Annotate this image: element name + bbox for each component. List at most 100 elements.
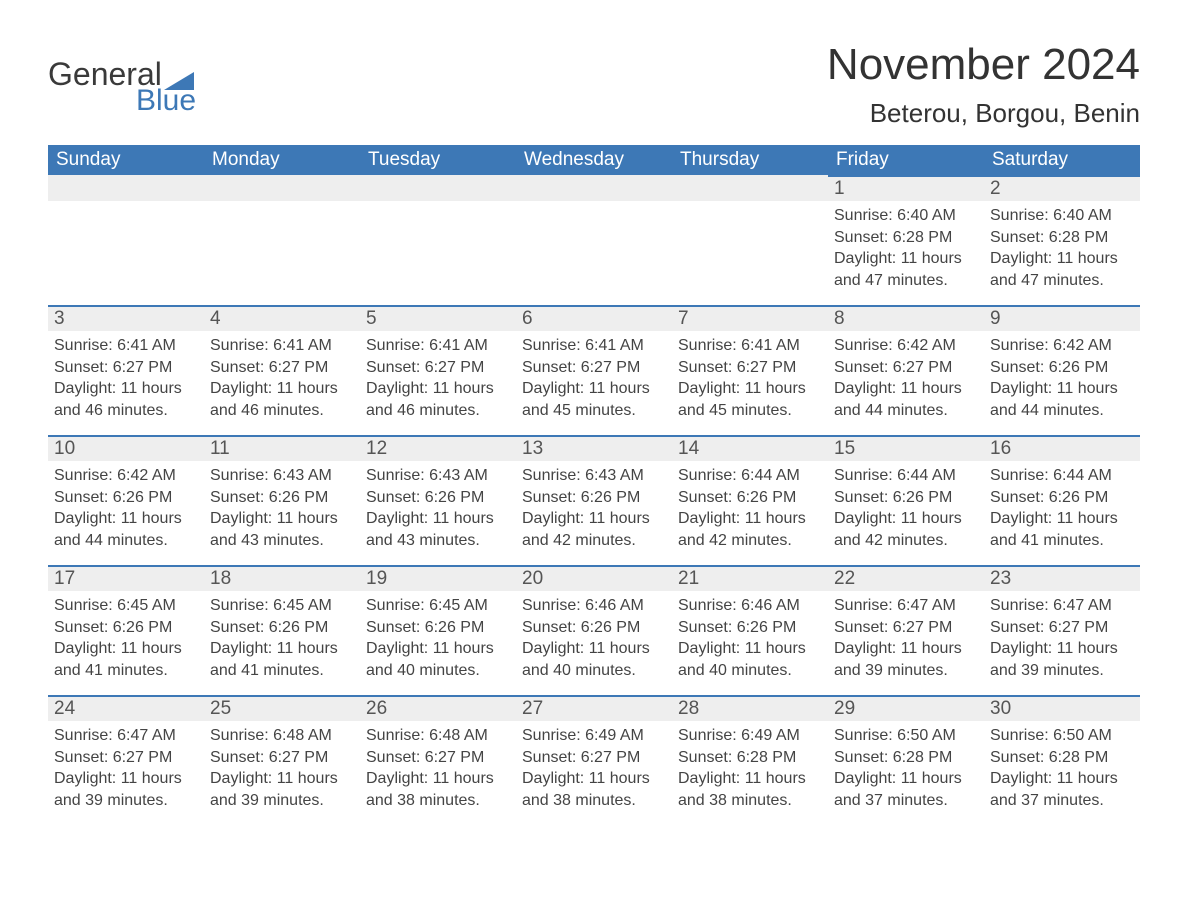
daylight-line: Daylight: 11 hours and 38 minutes. bbox=[678, 768, 822, 811]
daylight-line: Daylight: 11 hours and 39 minutes. bbox=[990, 638, 1134, 681]
weekday-header: Wednesday bbox=[516, 145, 672, 175]
sunrise-line: Sunrise: 6:41 AM bbox=[678, 335, 822, 357]
daylight-line: Daylight: 11 hours and 42 minutes. bbox=[678, 508, 822, 551]
sunrise-line: Sunrise: 6:40 AM bbox=[834, 205, 978, 227]
daylight-line: Daylight: 11 hours and 42 minutes. bbox=[834, 508, 978, 551]
day-number: 13 bbox=[516, 435, 672, 461]
calendar-row: 3Sunrise: 6:41 AMSunset: 6:27 PMDaylight… bbox=[48, 305, 1140, 435]
day-number: 18 bbox=[204, 565, 360, 591]
brand-logo: General Blue bbox=[48, 40, 196, 116]
day-number: 7 bbox=[672, 305, 828, 331]
daylight-line: Daylight: 11 hours and 47 minutes. bbox=[834, 248, 978, 291]
sunset-line: Sunset: 6:26 PM bbox=[990, 357, 1134, 379]
sunrise-line: Sunrise: 6:43 AM bbox=[366, 465, 510, 487]
day-cell: 30 Sunrise: 6:50 AMSunset: 6:28 PMDayligh… bbox=[984, 695, 1140, 825]
day-number: 30 bbox=[984, 695, 1140, 721]
daylight-line: Daylight: 11 hours and 38 minutes. bbox=[366, 768, 510, 811]
sunrise-line: Sunrise: 6:48 AM bbox=[366, 725, 510, 747]
day-number: 22 bbox=[828, 565, 984, 591]
sunrise-line: Sunrise: 6:40 AM bbox=[990, 205, 1134, 227]
weekday-header: Sunday bbox=[48, 145, 204, 175]
day-cell: 9Sunrise: 6:42 AMSunset: 6:26 PMDaylight… bbox=[984, 305, 1140, 435]
sunset-line: Sunset: 6:26 PM bbox=[366, 617, 510, 639]
day-cell: 29Sunrise: 6:50 AMSunset: 6:28 PMDayligh… bbox=[828, 695, 984, 825]
sunset-line: Sunset: 6:26 PM bbox=[54, 617, 198, 639]
day-number: 11 bbox=[204, 435, 360, 461]
day-number: 10 bbox=[48, 435, 204, 461]
sunset-line: Sunset: 6:27 PM bbox=[54, 357, 198, 379]
daylight-line: Daylight: 11 hours and 37 minutes. bbox=[990, 768, 1134, 811]
title-block: November 2024 Beterou, Borgou, Benin bbox=[827, 40, 1140, 139]
daylight-line: Daylight: 11 hours and 45 minutes. bbox=[678, 378, 822, 421]
sunrise-line: Sunrise: 6:50 AM bbox=[990, 725, 1134, 747]
day-number: 1 bbox=[828, 175, 984, 201]
day-number: 25 bbox=[204, 695, 360, 721]
sunset-line: Sunset: 6:26 PM bbox=[678, 487, 822, 509]
sunset-line: Sunset: 6:28 PM bbox=[834, 747, 978, 769]
day-cell: 3 Sunrise: 6:41 AMSunset: 6:27 PMDaylight… bbox=[48, 305, 204, 435]
day-cell: 25Sunrise: 6:48 AMSunset: 6:27 PMDayligh… bbox=[204, 695, 360, 825]
sunset-line: Sunset: 6:26 PM bbox=[366, 487, 510, 509]
day-cell: 16Sunrise: 6:44 AMSunset: 6:26 PMDayligh… bbox=[984, 435, 1140, 565]
weekday-header: Tuesday bbox=[360, 145, 516, 175]
sunset-line: Sunset: 6:28 PM bbox=[990, 747, 1134, 769]
day-cell: 22Sunrise: 6:47 AMSunset: 6:27 PMDayligh… bbox=[828, 565, 984, 695]
day-cell: 23 Sunrise: 6:47 AMSunset: 6:27 PMDayligh… bbox=[984, 565, 1140, 695]
empty-cell bbox=[204, 175, 360, 305]
day-number: 29 bbox=[828, 695, 984, 721]
calendar-body: 1Sunrise: 6:40 AMSunset: 6:28 PMDaylight… bbox=[48, 175, 1140, 825]
sunrise-line: Sunrise: 6:45 AM bbox=[210, 595, 354, 617]
day-cell: 20Sunrise: 6:46 AMSunset: 6:26 PMDayligh… bbox=[516, 565, 672, 695]
day-cell: 19Sunrise: 6:45 AMSunset: 6:26 PMDayligh… bbox=[360, 565, 516, 695]
sunrise-line: Sunrise: 6:44 AM bbox=[834, 465, 978, 487]
sunrise-line: Sunrise: 6:47 AM bbox=[990, 595, 1134, 617]
sunrise-line: Sunrise: 6:49 AM bbox=[678, 725, 822, 747]
sunrise-line: Sunrise: 6:44 AM bbox=[678, 465, 822, 487]
sunrise-line: Sunrise: 6:43 AM bbox=[522, 465, 666, 487]
empty-cell bbox=[516, 175, 672, 305]
day-cell: 8Sunrise: 6:42 AMSunset: 6:27 PMDaylight… bbox=[828, 305, 984, 435]
day-number: 23 bbox=[984, 565, 1140, 591]
daylight-line: Daylight: 11 hours and 37 minutes. bbox=[834, 768, 978, 811]
day-number: 21 bbox=[672, 565, 828, 591]
day-cell: 27Sunrise: 6:49 AMSunset: 6:27 PMDayligh… bbox=[516, 695, 672, 825]
day-cell: 5Sunrise: 6:41 AMSunset: 6:27 PMDaylight… bbox=[360, 305, 516, 435]
sunset-line: Sunset: 6:26 PM bbox=[210, 487, 354, 509]
sunset-line: Sunset: 6:27 PM bbox=[210, 747, 354, 769]
day-number: 28 bbox=[672, 695, 828, 721]
empty-cell bbox=[672, 175, 828, 305]
day-number: 27 bbox=[516, 695, 672, 721]
sunset-line: Sunset: 6:26 PM bbox=[678, 617, 822, 639]
day-cell: 24Sunrise: 6:47 AMSunset: 6:27 PMDayligh… bbox=[48, 695, 204, 825]
empty-daynum bbox=[516, 175, 672, 201]
sunset-line: Sunset: 6:27 PM bbox=[834, 617, 978, 639]
sunset-line: Sunset: 6:28 PM bbox=[990, 227, 1134, 249]
sunrise-line: Sunrise: 6:41 AM bbox=[366, 335, 510, 357]
sunset-line: Sunset: 6:27 PM bbox=[366, 357, 510, 379]
day-number: 3 bbox=[48, 305, 204, 331]
sunset-line: Sunset: 6:26 PM bbox=[522, 617, 666, 639]
day-cell: 11Sunrise: 6:43 AMSunset: 6:26 PMDayligh… bbox=[204, 435, 360, 565]
daylight-line: Daylight: 11 hours and 44 minutes. bbox=[834, 378, 978, 421]
daylight-line: Daylight: 11 hours and 46 minutes. bbox=[54, 378, 198, 421]
day-number: 5 bbox=[360, 305, 516, 331]
day-number: 20 bbox=[516, 565, 672, 591]
day-number: 12 bbox=[360, 435, 516, 461]
sunrise-line: Sunrise: 6:47 AM bbox=[54, 725, 198, 747]
brand-bottom-text: Blue bbox=[136, 86, 196, 116]
sunset-line: Sunset: 6:28 PM bbox=[834, 227, 978, 249]
sunset-line: Sunset: 6:27 PM bbox=[990, 617, 1134, 639]
sunrise-line: Sunrise: 6:42 AM bbox=[54, 465, 198, 487]
day-cell: 26 Sunrise: 6:48 AMSunset: 6:27 PMDayligh… bbox=[360, 695, 516, 825]
sunset-line: Sunset: 6:27 PM bbox=[366, 747, 510, 769]
day-cell: 13Sunrise: 6:43 AMSunset: 6:26 PMDayligh… bbox=[516, 435, 672, 565]
sunrise-line: Sunrise: 6:41 AM bbox=[54, 335, 198, 357]
calendar-row: 17Sunrise: 6:45 AMSunset: 6:26 PMDayligh… bbox=[48, 565, 1140, 695]
sunrise-line: Sunrise: 6:42 AM bbox=[990, 335, 1134, 357]
day-cell: 21Sunrise: 6:46 AMSunset: 6:26 PMDayligh… bbox=[672, 565, 828, 695]
daylight-line: Daylight: 11 hours and 43 minutes. bbox=[366, 508, 510, 551]
sunrise-line: Sunrise: 6:47 AM bbox=[834, 595, 978, 617]
day-number: 26 bbox=[360, 695, 516, 721]
calendar-row: 24Sunrise: 6:47 AMSunset: 6:27 PMDayligh… bbox=[48, 695, 1140, 825]
day-cell: 2Sunrise: 6:40 AMSunset: 6:28 PMDaylight… bbox=[984, 175, 1140, 305]
